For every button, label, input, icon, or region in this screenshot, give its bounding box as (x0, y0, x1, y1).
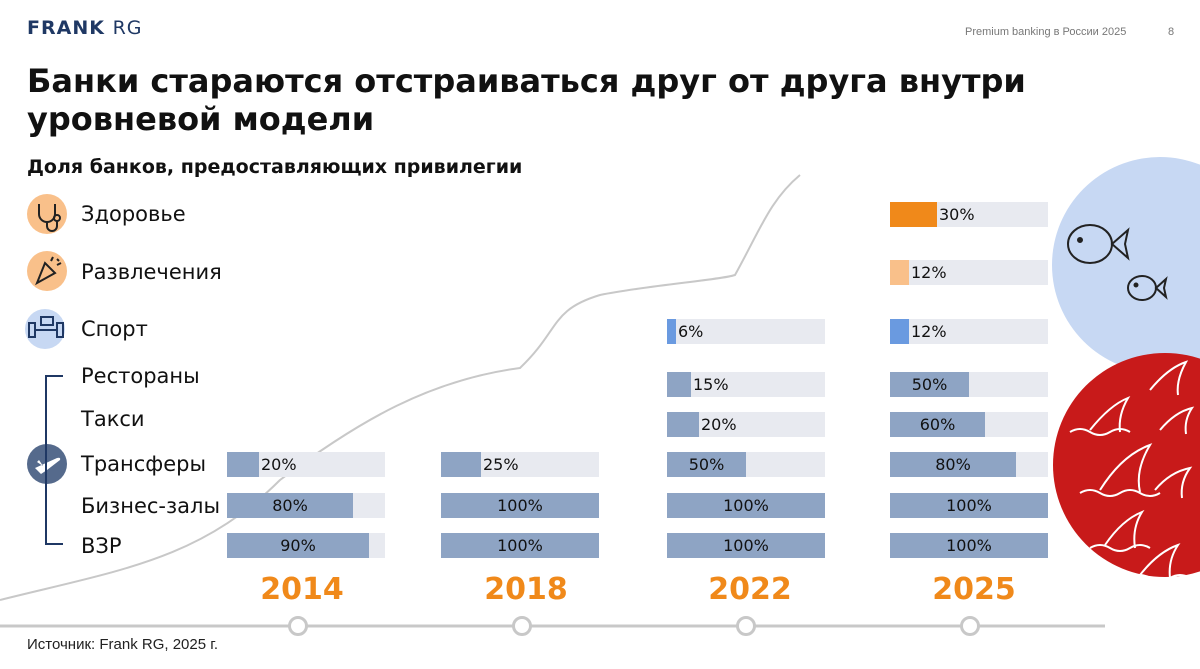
bar-label-2022-2: 6% (678, 322, 704, 341)
bar-2025-5 (890, 452, 1016, 477)
bar-2025-2 (890, 319, 909, 344)
bar-2018-6 (441, 493, 599, 518)
bar-2018-5 (441, 452, 481, 477)
party-popper-icon (27, 251, 67, 291)
category-taxi: Такси (81, 407, 145, 431)
bar-label-2014-7: 90% (280, 536, 316, 555)
category-restaurants: Рестораны (81, 364, 200, 388)
bar-2014-6 (227, 493, 353, 518)
bar-label-2022-5: 50% (688, 455, 725, 474)
bar-label-2022-3: 15% (693, 375, 729, 394)
bar-2022-6 (667, 493, 825, 518)
year-label-2025: 2025 (932, 572, 1016, 607)
stethoscope-icon (27, 194, 67, 234)
year-label-2014: 2014 (260, 572, 344, 607)
bar-2025-0 (890, 202, 937, 227)
bar-track-2022-3 (667, 372, 825, 397)
bar-track-2025-1 (890, 260, 1048, 285)
timeline-dot-2014 (288, 616, 308, 636)
bar-track-2022-2 (667, 319, 825, 344)
bar-label-2025-5: 80% (935, 455, 971, 474)
bar-track-2025-2 (890, 319, 1048, 344)
bar-label-2022-6: 100% (723, 496, 769, 515)
bar-label-2025-6: 100% (946, 496, 992, 515)
chart-title: Доля банков, предоставляющих привилегии (27, 156, 523, 178)
bar-2018-7 (441, 533, 599, 558)
bar-2025-6 (890, 493, 1048, 518)
report-name: Premium banking в России 2025 (965, 26, 1127, 38)
bar-2014-5 (227, 452, 259, 477)
bar-label-2025-1: 12% (911, 263, 947, 282)
bar-2022-7 (667, 533, 825, 558)
bar-label-2022-7: 100% (723, 536, 769, 555)
year-label-2022: 2022 (708, 572, 792, 607)
bar-label-2022-4: 20% (701, 415, 737, 434)
blue-circle (1052, 157, 1200, 373)
bar-label-2025-0: 30% (939, 205, 975, 224)
category-business-lounges: Бизнес-залы (81, 494, 221, 518)
bar-label-2018-7: 100% (497, 536, 543, 555)
bar-label-2014-6: 80% (272, 496, 308, 515)
bar-label-2025-2: 12% (911, 322, 947, 341)
fish-icon (1067, 224, 1168, 301)
travel-bracket (45, 375, 63, 545)
source-note: Источник: Frank RG, 2025 г. (27, 636, 219, 653)
bar-2025-3 (890, 372, 969, 397)
bar-2022-2 (667, 319, 676, 344)
bar-2025-4 (890, 412, 985, 437)
bar-2022-5 (667, 452, 746, 477)
bar-label-2014-5: 20% (261, 455, 297, 474)
timeline-dot-2018 (512, 616, 532, 636)
bar-2022-3 (667, 372, 691, 397)
bar-label-2025-7: 100% (946, 536, 992, 555)
bar-2025-7 (890, 533, 1048, 558)
growth-curve (0, 174, 801, 601)
bar-label-2025-4: 60% (919, 415, 956, 434)
year-label-2018: 2018 (484, 572, 568, 607)
category-sport: Спорт (81, 317, 148, 341)
category-transfers: Трансферы (81, 452, 207, 476)
bar-label-2025-3: 50% (911, 375, 948, 394)
shark-fin-icon (1069, 360, 1195, 582)
page-title: Банки стараются отстраиваться друг от др… (27, 62, 1026, 138)
dumbbell-icon (25, 309, 65, 349)
category-health: Здоровье (81, 202, 186, 226)
brand-logo: FRANK RG (27, 17, 143, 39)
bar-2025-1 (890, 260, 909, 285)
red-circle (1053, 353, 1200, 577)
bar-2014-7 (227, 533, 369, 558)
bar-label-2018-6: 100% (497, 496, 543, 515)
timeline-dot-2025 (960, 616, 980, 636)
bar-2022-4 (667, 412, 699, 437)
category-entertainment: Развлечения (81, 260, 222, 284)
bar-label-2018-5: 25% (483, 455, 519, 474)
page-number: 8 (1168, 26, 1175, 38)
timeline-dot-2022 (736, 616, 756, 636)
category-travel-insurance: ВЗР (81, 534, 122, 558)
